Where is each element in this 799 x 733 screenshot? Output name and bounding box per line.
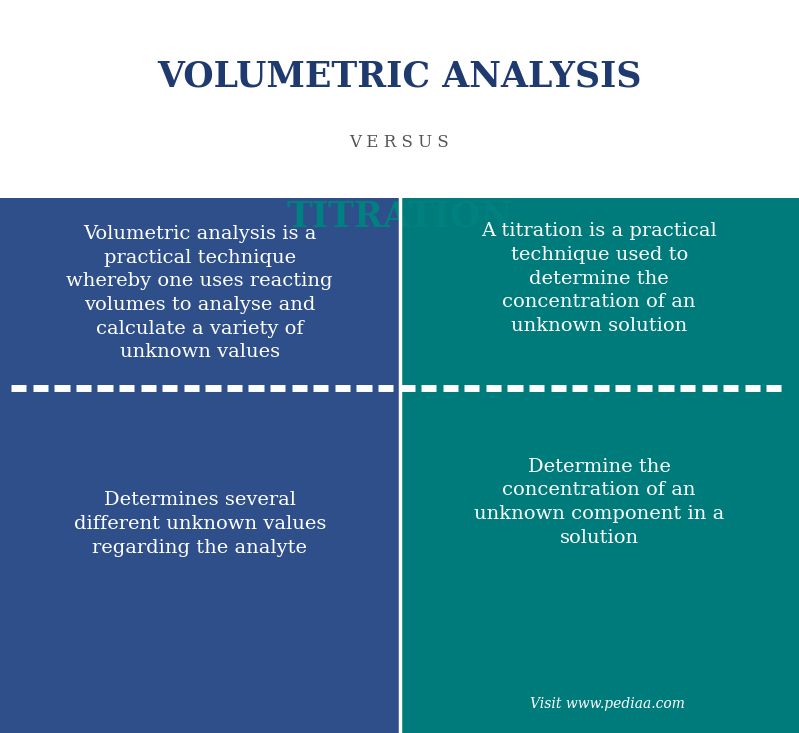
Text: V E R S U S: V E R S U S bbox=[350, 134, 449, 152]
Bar bbox=[0, 198, 400, 388]
Text: TITRATION: TITRATION bbox=[286, 199, 513, 233]
Bar bbox=[0, 388, 400, 733]
Bar bbox=[400, 388, 799, 733]
Text: Determines several
different unknown values
regarding the analyte: Determines several different unknown val… bbox=[74, 492, 326, 556]
Text: Visit www.pediaa.com: Visit www.pediaa.com bbox=[530, 696, 685, 711]
Text: Determine the
concentration of an
unknown component in a
solution: Determine the concentration of an unknow… bbox=[474, 457, 725, 547]
Bar bbox=[400, 198, 799, 388]
Text: Volumetric analysis is a
practical technique
whereby one uses reacting
volumes t: Volumetric analysis is a practical techn… bbox=[66, 225, 333, 361]
Text: VOLUMETRIC ANALYSIS: VOLUMETRIC ANALYSIS bbox=[157, 60, 642, 94]
Text: A titration is a practical
technique used to
determine the
concentration of an
u: A titration is a practical technique use… bbox=[481, 222, 718, 335]
